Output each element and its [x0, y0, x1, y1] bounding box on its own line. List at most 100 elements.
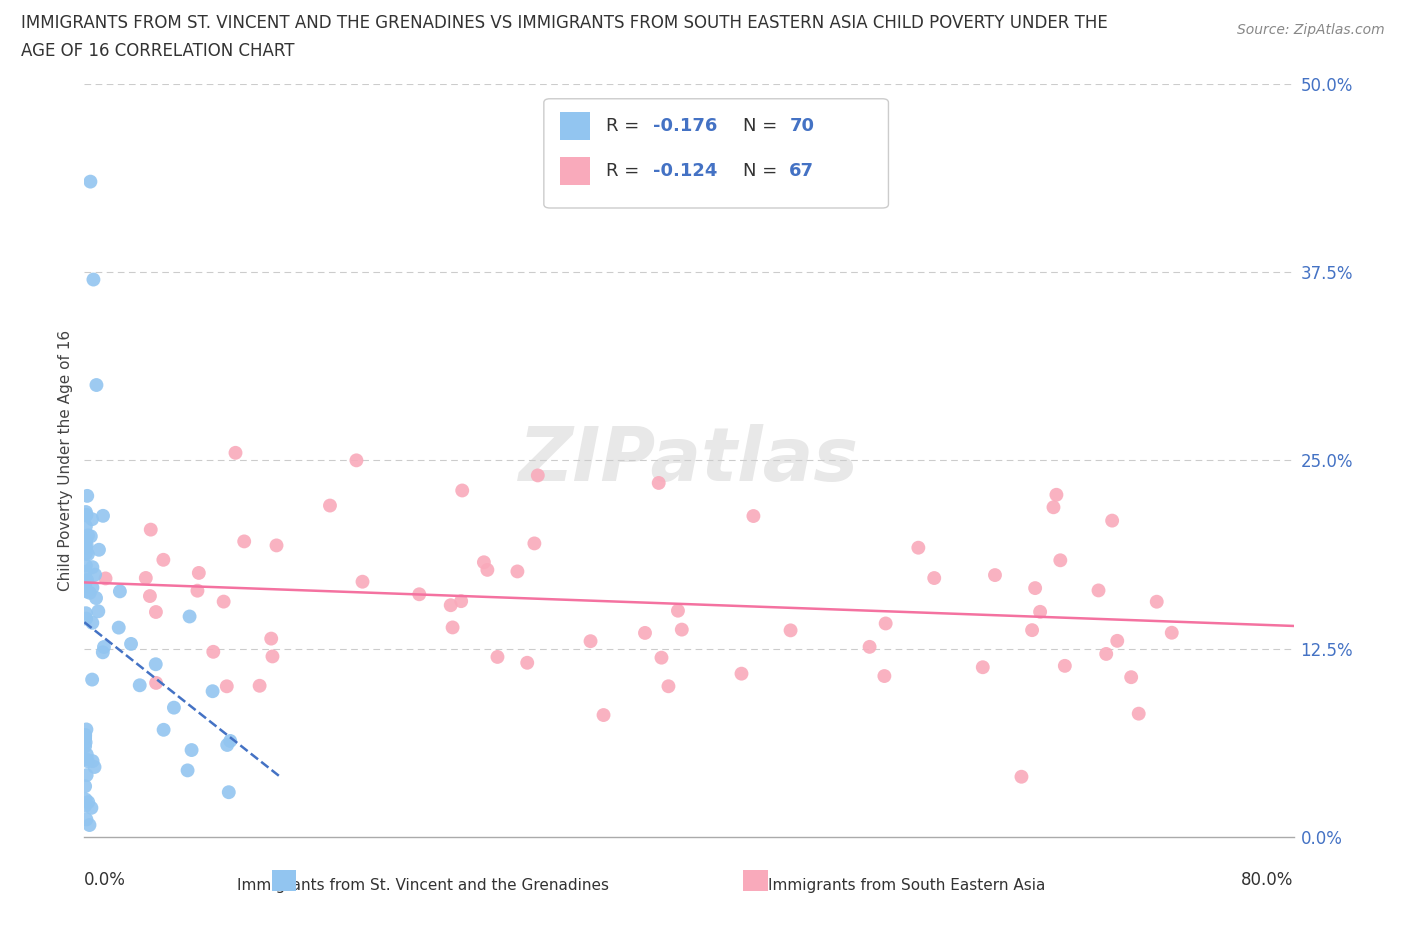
- Point: [75, 731, 97, 746]
- Point: [352, 574, 374, 589]
- Point: [91, 509, 114, 524]
- Point: [922, 571, 945, 586]
- Point: [75, 792, 97, 807]
- Point: [87, 604, 110, 618]
- Point: [76, 747, 98, 762]
- Bar: [744, 870, 768, 891]
- Point: [1160, 625, 1182, 640]
- Point: [440, 598, 463, 613]
- Point: [1095, 646, 1118, 661]
- Point: [249, 678, 271, 693]
- Point: [145, 604, 167, 619]
- Point: [187, 565, 209, 580]
- Point: [82, 560, 104, 575]
- Point: [75, 735, 97, 750]
- Point: [477, 563, 499, 578]
- Point: [215, 679, 238, 694]
- Text: IMMIGRANTS FROM ST. VINCENT AND THE GRENADINES VS IMMIGRANTS FROM SOUTH EASTERN : IMMIGRANTS FROM ST. VINCENT AND THE GREN…: [21, 14, 1108, 32]
- Point: [873, 669, 896, 684]
- Point: [450, 593, 472, 608]
- Point: [77, 794, 100, 809]
- Point: [75, 574, 97, 589]
- Point: [84, 567, 107, 582]
- Point: [779, 623, 801, 638]
- Point: [91, 644, 114, 659]
- Point: [202, 644, 225, 659]
- Point: [76, 488, 98, 503]
- Point: [139, 522, 162, 537]
- Point: [180, 743, 202, 758]
- Point: [657, 679, 679, 694]
- Point: [527, 468, 550, 483]
- Point: [984, 567, 1007, 582]
- Point: [75, 729, 97, 744]
- Point: [76, 767, 98, 782]
- Point: [1029, 604, 1052, 619]
- Point: [75, 540, 97, 555]
- Point: [76, 584, 98, 599]
- Point: [648, 475, 671, 490]
- Point: [1024, 580, 1046, 595]
- FancyBboxPatch shape: [544, 99, 889, 208]
- Point: [634, 626, 657, 641]
- Point: [75, 611, 97, 626]
- Text: Source: ZipAtlas.com: Source: ZipAtlas.com: [1237, 23, 1385, 37]
- Point: [82, 672, 104, 687]
- Point: [139, 589, 162, 604]
- Point: [516, 656, 538, 671]
- Point: [262, 649, 284, 664]
- Point: [75, 751, 97, 766]
- Point: [75, 578, 97, 593]
- Point: [82, 580, 104, 595]
- Point: [592, 708, 614, 723]
- Point: [1146, 594, 1168, 609]
- Point: [75, 778, 97, 793]
- Point: [145, 657, 167, 671]
- Bar: [560, 157, 589, 185]
- Point: [94, 571, 117, 586]
- Point: [506, 564, 529, 578]
- Point: [186, 583, 208, 598]
- Text: 67: 67: [789, 162, 814, 180]
- Point: [77, 547, 100, 562]
- Point: [75, 505, 97, 520]
- Point: [179, 609, 201, 624]
- Point: [441, 620, 464, 635]
- Point: [972, 659, 994, 674]
- Point: [82, 753, 104, 768]
- Point: [75, 722, 97, 737]
- Point: [84, 591, 107, 605]
- Point: [75, 738, 97, 753]
- Point: [875, 616, 897, 631]
- Point: [75, 558, 97, 573]
- Point: [75, 519, 97, 534]
- Text: -0.124: -0.124: [652, 162, 717, 180]
- Point: [176, 763, 198, 777]
- Point: [93, 640, 115, 655]
- Point: [408, 587, 430, 602]
- Point: [76, 508, 98, 523]
- Point: [76, 754, 98, 769]
- Point: [83, 760, 105, 775]
- Point: [75, 605, 97, 620]
- Point: [79, 817, 101, 832]
- Point: [1045, 487, 1067, 502]
- Point: [1049, 552, 1071, 567]
- Point: [201, 684, 224, 698]
- Point: [75, 508, 97, 523]
- Point: [75, 730, 97, 745]
- Point: [217, 737, 239, 752]
- Point: [472, 555, 495, 570]
- Point: [1087, 583, 1109, 598]
- Point: [86, 378, 108, 392]
- Text: N =: N =: [744, 117, 783, 135]
- Point: [79, 585, 101, 600]
- Point: [145, 675, 167, 690]
- Point: [82, 272, 104, 287]
- Point: [1101, 513, 1123, 528]
- Point: [87, 542, 110, 557]
- Bar: [560, 112, 589, 140]
- Point: [163, 700, 186, 715]
- Point: [135, 570, 157, 585]
- Point: [1021, 623, 1043, 638]
